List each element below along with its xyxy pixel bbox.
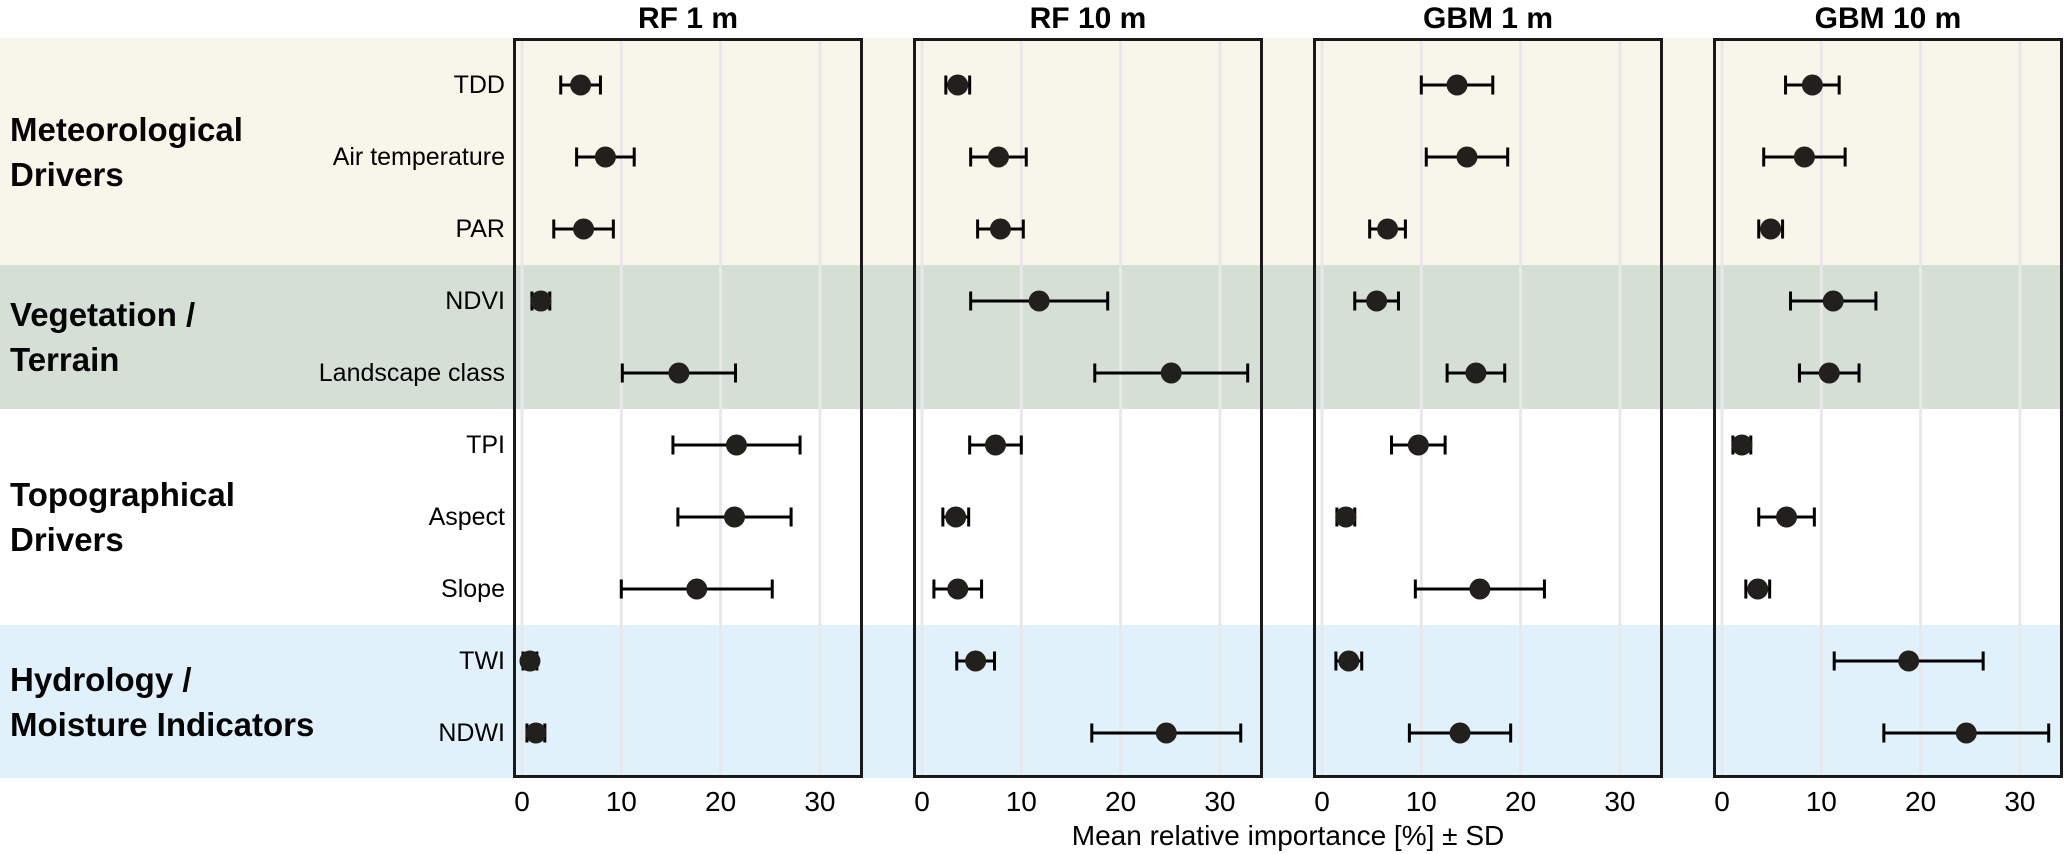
panel-header-gbm-10-m: GBM 10 m [1814, 2, 1962, 35]
data-point-air-temperature [1456, 146, 1478, 168]
group-label-hydrology-line: Hydrology / [10, 660, 192, 698]
data-point-slope [947, 578, 969, 600]
row-label-landscape-class: Landscape class [318, 359, 505, 387]
x-tick-label-rf-10-m-20: 20 [1105, 786, 1137, 817]
data-point-air-temperature [594, 146, 616, 168]
x-tick-label-rf-10-m-0: 0 [914, 786, 930, 817]
data-point-landscape-class [668, 362, 690, 384]
data-point-ndwi [1155, 722, 1177, 744]
row-label-aspect: Aspect [428, 503, 505, 531]
row-label-ndvi: NDVI [445, 287, 505, 315]
row-label-tdd: TDD [453, 71, 505, 99]
data-point-ndvi [1028, 290, 1050, 312]
data-point-par [573, 218, 595, 240]
panel-header-gbm-1-m: GBM 1 m [1422, 2, 1554, 35]
category-band-vegetation [0, 265, 2063, 409]
group-label-hydrology: Hydrology / Moisture Indicators [10, 657, 314, 747]
data-point-ndwi [525, 722, 547, 744]
data-point-tpi [984, 434, 1006, 456]
panel-rf-10-m [913, 38, 1263, 778]
data-point-air-temperature [1793, 146, 1815, 168]
data-point-twi [1338, 650, 1360, 672]
data-point-ndwi [1449, 722, 1471, 744]
category-band-hydrology [0, 625, 2063, 778]
data-point-tdd [1801, 74, 1823, 96]
x-tick-label-rf-10-m-10: 10 [1005, 786, 1037, 817]
plot-area-gbm-1-m [1320, 41, 1622, 775]
data-point-tpi [1731, 434, 1753, 456]
data-point-tpi [725, 434, 747, 456]
data-point-aspect [1335, 506, 1357, 528]
x-tick-label-gbm-10-m-0: 0 [1714, 786, 1730, 817]
data-point-ndvi [530, 290, 552, 312]
data-point-tdd [1446, 74, 1468, 96]
x-tick-label-gbm-10-m-30: 30 [2004, 786, 2036, 817]
x-tick-label-gbm-1-m-30: 30 [1604, 786, 1636, 817]
group-label-meteorological-line: Meteorological [10, 110, 243, 148]
row-label-tpi: TPI [466, 431, 505, 459]
plot-area-rf-10-m [920, 41, 1250, 775]
x-tick-label-rf-10-m-30: 30 [1204, 786, 1236, 817]
data-point-tdd [570, 74, 592, 96]
panel-gbm-1-m [1313, 38, 1663, 778]
category-band-topographical [0, 409, 2063, 625]
x-tick-label-gbm-10-m-10: 10 [1805, 786, 1837, 817]
panel-header-rf-10-m: RF 10 m [1029, 2, 1147, 35]
panel-rf-1-m [513, 38, 863, 778]
data-point-air-temperature [987, 146, 1009, 168]
x-tick-label-rf-1-m-0: 0 [514, 786, 530, 817]
row-label-air-temperature: Air temperature [332, 143, 505, 171]
data-point-landscape-class [1465, 362, 1487, 384]
data-point-par [1760, 218, 1782, 240]
x-tick-label-rf-1-m-30: 30 [804, 786, 836, 817]
group-label-topographical-line: Topographical [10, 476, 235, 513]
group-label-topographical: Topographical Drivers [10, 472, 235, 562]
x-tick-label-rf-1-m-20: 20 [705, 786, 737, 817]
x-tick-label-gbm-1-m-10: 10 [1405, 786, 1437, 817]
data-point-landscape-class [1818, 362, 1840, 384]
data-point-par [989, 218, 1011, 240]
data-point-ndvi [1822, 290, 1844, 312]
x-tick-label-gbm-1-m-20: 20 [1505, 786, 1537, 817]
group-label-topographical-line: Drivers [10, 521, 124, 558]
x-tick-label-gbm-10-m-20: 20 [1905, 786, 1937, 817]
data-point-aspect [724, 506, 746, 528]
plot-area-gbm-10-m [1720, 41, 2051, 775]
plot-area-rf-1-m [519, 41, 822, 775]
data-point-aspect [945, 506, 967, 528]
data-point-tpi [1407, 434, 1429, 456]
group-label-meteorological: Meteorological Drivers [10, 107, 243, 197]
group-label-meteorological-line: Drivers [10, 155, 124, 193]
data-point-twi [519, 650, 541, 672]
data-point-slope [1747, 578, 1769, 600]
group-label-vegetation-line: Vegetation / [10, 296, 196, 333]
data-point-twi [965, 650, 987, 672]
data-point-ndwi [1955, 722, 1977, 744]
row-label-par: PAR [455, 215, 505, 243]
x-tick-label-rf-1-m-10: 10 [605, 786, 637, 817]
group-label-vegetation: Vegetation / Terrain [10, 292, 195, 382]
data-point-tdd [947, 74, 969, 96]
panel-header-rf-1-m: RF 1 m [637, 2, 739, 35]
x-axis-label: Mean relative importance [%] ± SD [1071, 820, 1505, 851]
x-tick-label-gbm-1-m-0: 0 [1314, 786, 1330, 817]
row-label-ndwi: NDWI [438, 719, 505, 747]
data-point-slope [686, 578, 708, 600]
category-band-meteorological [0, 38, 2063, 265]
group-label-vegetation-line: Terrain [10, 341, 120, 378]
data-point-ndvi [1366, 290, 1388, 312]
data-point-par [1377, 218, 1399, 240]
data-point-aspect [1776, 506, 1798, 528]
data-point-slope [1469, 578, 1491, 600]
data-point-landscape-class [1160, 362, 1182, 384]
row-label-twi: TWI [459, 647, 505, 675]
row-label-slope: Slope [441, 575, 505, 603]
group-label-hydrology-line: Moisture Indicators [10, 705, 315, 743]
data-point-twi [1898, 650, 1920, 672]
panel-gbm-10-m [1713, 38, 2063, 778]
